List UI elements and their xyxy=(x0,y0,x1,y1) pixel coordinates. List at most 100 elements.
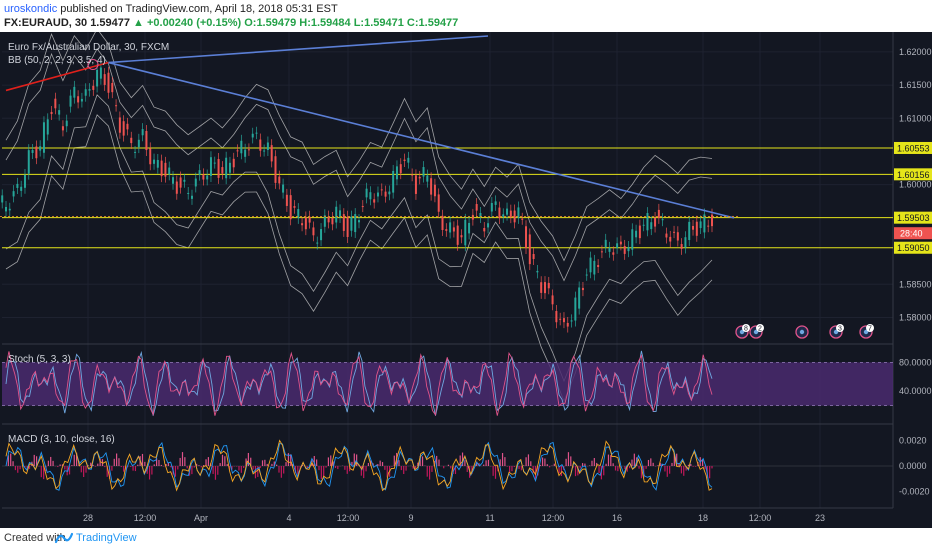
candle-body xyxy=(449,222,452,233)
candle-body xyxy=(468,222,471,234)
macd-indicator-label[interactable]: MACD (3, 10, close, 16) xyxy=(8,434,115,445)
candle-body xyxy=(578,287,581,309)
level-price-label: 1.59050 xyxy=(897,243,930,253)
candle-body xyxy=(23,174,26,188)
level-price-label: 1.60156 xyxy=(897,170,930,180)
candle-body xyxy=(384,191,387,197)
horizontal-levels xyxy=(2,147,893,249)
chart-area[interactable]: 80.0000 40.0000 0.0020 0.0000 -0.0020 1.605… xyxy=(0,28,932,528)
symbol-label: FX:EURAUD, 30 xyxy=(4,17,88,29)
time-tick-label: 9 xyxy=(408,513,413,523)
candle-body xyxy=(213,162,216,164)
candle-body xyxy=(604,239,607,247)
candle-body xyxy=(331,217,334,225)
event-count-label: 8 xyxy=(744,326,748,333)
candle-body xyxy=(168,167,171,175)
last-price: 1.59477 xyxy=(90,17,130,29)
candle-body xyxy=(380,189,383,191)
event-count-badge xyxy=(756,324,764,332)
high-value: H:1.59484 xyxy=(299,17,351,29)
candle-body xyxy=(263,150,266,152)
event-count-badge xyxy=(866,324,874,332)
price-axis[interactable]: 1.60553 1.60156 1.59503 1.59050 1.62000 1.615… xyxy=(894,47,932,323)
candle-body xyxy=(42,122,45,153)
candle-body xyxy=(54,98,57,109)
candle-body xyxy=(593,260,596,275)
candle-body xyxy=(209,157,212,177)
candle-body xyxy=(156,159,159,168)
low-value: L:1.59471 xyxy=(353,17,404,29)
candle-body xyxy=(392,170,395,193)
time-tick-label: 12:00 xyxy=(134,513,157,523)
bollinger-band-line xyxy=(5,114,713,402)
price-tick-label: 1.58000 xyxy=(899,312,932,322)
candle-body xyxy=(77,96,80,103)
candle-body xyxy=(80,98,83,102)
stoch-indicator-label[interactable]: Stoch (5, 3, 3) xyxy=(8,354,71,365)
candle-body xyxy=(244,149,247,157)
candle-body xyxy=(160,160,163,177)
candle-body xyxy=(502,214,505,217)
time-tick-label: 12:00 xyxy=(542,513,565,523)
candle-body xyxy=(323,215,326,227)
macd-tick-label: -0.0020 xyxy=(899,486,930,496)
candle-body xyxy=(437,194,440,212)
time-axis[interactable]: 28 12:00 Apr 4 12:00 9 11 12:00 16 18 12:00 23 xyxy=(83,513,825,523)
candle-body xyxy=(688,221,691,241)
candle-body xyxy=(479,212,482,217)
stochastic-pane: 80.0000 40.0000 xyxy=(2,350,932,417)
event-count-label: 3 xyxy=(838,326,842,333)
candle-body xyxy=(483,228,486,232)
candle-body xyxy=(699,221,702,229)
candle-body xyxy=(96,69,99,87)
candle-body xyxy=(206,175,209,180)
candle-body xyxy=(460,235,463,238)
candle-body xyxy=(350,216,353,231)
candle-body xyxy=(403,159,406,161)
candle-body xyxy=(16,183,19,188)
candle-body xyxy=(88,89,91,91)
candle-body xyxy=(282,184,285,193)
stoch-d-line xyxy=(5,351,713,417)
event-count-badge xyxy=(836,324,844,332)
candle-body xyxy=(69,95,72,107)
tradingview-brand[interactable]: TradingView xyxy=(76,532,137,544)
candle-body xyxy=(190,195,193,199)
time-tick-label: 28 xyxy=(83,513,93,523)
candle-body xyxy=(202,174,205,180)
candle-body xyxy=(301,223,304,226)
macd-tick-label: 0.0020 xyxy=(899,436,927,446)
candle-body xyxy=(266,142,269,150)
candle-body xyxy=(517,207,520,218)
candle-body xyxy=(293,206,296,208)
candle-body xyxy=(111,82,114,93)
candle-body xyxy=(126,123,129,130)
event-markers[interactable]: 8 2 3 7 xyxy=(735,324,874,339)
chart-canvas[interactable]: 80.0000 40.0000 0.0020 0.0000 -0.0020 1.605… xyxy=(0,28,932,528)
macd-tick-label: 0.0000 xyxy=(899,461,927,471)
trendline xyxy=(108,61,735,219)
candle-body xyxy=(490,203,493,212)
candle-body xyxy=(58,110,61,115)
candle-body xyxy=(509,210,512,218)
publication-line: uroskondic published on TradingView.com,… xyxy=(4,3,338,15)
candle-body xyxy=(27,150,30,174)
price-tick-label: 1.61500 xyxy=(899,80,932,90)
level-price-label: 1.60553 xyxy=(897,143,930,153)
event-marker-dot xyxy=(799,329,805,335)
candle-body xyxy=(141,129,144,136)
candle-body xyxy=(464,219,467,246)
candle-body xyxy=(559,318,562,320)
trendlines[interactable] xyxy=(0,35,740,219)
candle-body xyxy=(430,178,433,195)
candle-body xyxy=(225,157,228,179)
candle-body xyxy=(494,201,497,205)
candle-body xyxy=(498,207,501,219)
level-price-tag xyxy=(894,168,932,181)
bb-indicator-label[interactable]: BB (50, 2, 2, 3, 3.5, 4) xyxy=(8,55,106,66)
candle-body xyxy=(418,176,421,179)
price-tick-label: 1.60000 xyxy=(899,180,932,190)
candle-body xyxy=(525,226,528,249)
candle-body xyxy=(65,120,68,127)
author-link[interactable]: uroskondic xyxy=(4,3,58,15)
